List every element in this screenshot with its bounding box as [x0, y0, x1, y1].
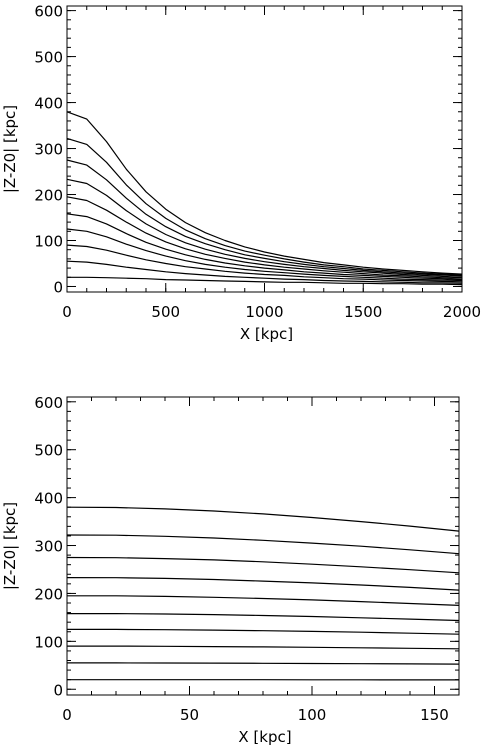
y-tick-label: 600	[34, 3, 63, 21]
series-line-3	[67, 645, 460, 650]
series-line-5	[66, 213, 463, 281]
series-line-7	[66, 178, 463, 278]
plot-frame	[66, 5, 463, 293]
y-tick-label: 400	[34, 490, 63, 508]
y-tick-label: 500	[34, 49, 63, 67]
series-line-9	[66, 137, 463, 276]
y-tick-label: 100	[34, 633, 63, 651]
plot-frame	[66, 396, 460, 696]
y-tick-label: 400	[34, 95, 63, 113]
x-tick-label: 1500	[344, 303, 382, 321]
y-tick-label: 0	[53, 681, 63, 699]
series-line-4	[66, 228, 463, 282]
series-line-8	[66, 556, 460, 574]
y-tick-label: 500	[34, 442, 63, 460]
bottom-panel: 0 50 100 150 0 100 200 300 400 500 600 X [kpc] |Z-Z0…	[1, 394, 460, 746]
y-axis-label: |Z-Z0| [kpc]	[1, 502, 19, 590]
y-tick-label: 600	[34, 394, 63, 412]
x-tick-label: 0	[62, 303, 72, 321]
x-axis-label: X [kpc]	[240, 325, 293, 343]
series-line-5	[67, 612, 460, 622]
series-line-8	[66, 159, 463, 277]
top-panel: 0 500 1000 1500 2000 0 100 200 300 400 500 600 X [kp…	[1, 3, 481, 343]
y-tick-label: 300	[34, 141, 63, 159]
series-line-10	[66, 506, 460, 532]
y-tick-label: 0	[53, 278, 63, 296]
x-tick-label: 100	[298, 706, 327, 724]
x-tick-label: 500	[151, 303, 180, 321]
y-tick-label: 200	[34, 187, 63, 205]
x-axis-label: X [kpc]	[238, 728, 291, 746]
y-tick-label: 300	[34, 538, 63, 556]
x-tick-label: 50	[180, 706, 199, 724]
x-tick-label: 0	[62, 706, 72, 724]
series-line-9	[66, 534, 460, 555]
x-tick-label: 150	[420, 706, 449, 724]
y-tick-label: 100	[34, 233, 63, 251]
series-line-2	[66, 260, 463, 284]
series-line-6	[67, 595, 460, 606]
series-line-6	[66, 196, 463, 279]
x-tick-label: 2000	[443, 303, 481, 321]
x-tick-label: 1000	[245, 303, 283, 321]
series-line-3	[66, 244, 463, 283]
series-line-10	[66, 111, 463, 275]
series-line-4	[67, 628, 460, 635]
series-line-7	[66, 576, 460, 591]
series-line-2	[67, 662, 460, 665]
series-line-1	[67, 276, 463, 286]
y-tick-label: 200	[34, 585, 63, 603]
y-axis-label: |Z-Z0| [kpc]	[1, 105, 19, 193]
